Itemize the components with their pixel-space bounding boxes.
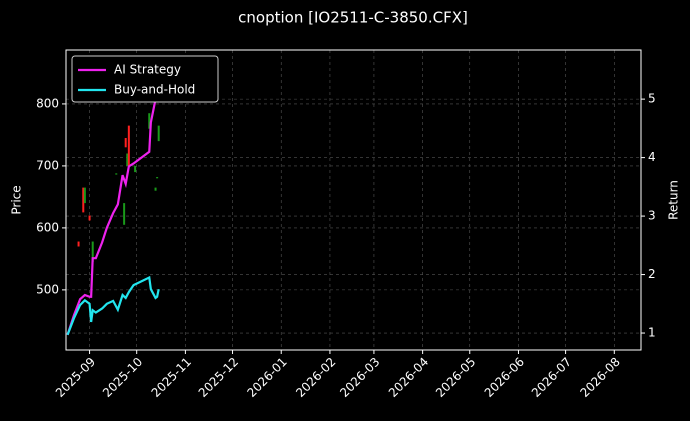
candle-body (157, 125, 160, 142)
candle-body (123, 203, 126, 225)
y-axis-label: Price (10, 185, 24, 214)
y-tick-label: 600 (36, 220, 59, 234)
candle-body (124, 138, 127, 148)
plot-frame (65, 49, 642, 351)
candle-body (82, 187, 85, 213)
candle-body (134, 165, 137, 173)
y-tick-label: 500 (36, 282, 59, 296)
legend-box (71, 55, 219, 103)
x-tick-label: 2026-06 (482, 355, 527, 400)
candle-body (126, 153, 129, 166)
y2-tick-label: 4 (648, 150, 656, 164)
candle-body (77, 241, 80, 247)
y2-tick-label: 3 (648, 209, 656, 223)
x-tick-label: 2025-11 (149, 355, 194, 400)
y2-tick-label: 1 (648, 326, 656, 340)
y2-tick-label: 5 (648, 92, 656, 106)
y2-axis-label: Return (667, 180, 681, 220)
candle-body (156, 177, 159, 179)
legend-label: Buy-and-Hold (114, 83, 195, 97)
candle-body (154, 187, 157, 191)
candle-body (88, 215, 91, 221)
x-tick-label: 2026-03 (337, 355, 382, 400)
legend: AI Strategy Buy-and-Hold (71, 55, 219, 103)
x-tick-label: 2025-12 (196, 355, 241, 400)
candle-body (115, 173, 118, 175)
candle-body (148, 113, 151, 129)
x-tick-label: 2026-01 (244, 355, 289, 400)
candle-body (91, 241, 94, 262)
x-tick-label: 2026-08 (578, 355, 623, 400)
line-series (66, 275, 160, 336)
y-tick-label: 800 (36, 96, 59, 110)
x-tick-label: 2025-10 (100, 355, 145, 400)
x-tick-label: 2025-09 (53, 355, 98, 400)
x-tick-label: 2026-04 (386, 355, 431, 400)
candle-body (83, 187, 86, 204)
line-series (66, 63, 160, 336)
y-tick-label: 700 (36, 158, 59, 172)
chart-title: cnoption [IO2511-C-3850.CFX] (238, 9, 468, 27)
y2-tick-label: 2 (648, 267, 656, 281)
candle-body (127, 125, 130, 166)
legend-label: AI Strategy (114, 63, 181, 77)
x-tick-label: 2026-05 (433, 355, 478, 400)
x-tick-label: 2026-07 (529, 355, 574, 400)
x-tick-label: 2026-02 (293, 355, 338, 400)
